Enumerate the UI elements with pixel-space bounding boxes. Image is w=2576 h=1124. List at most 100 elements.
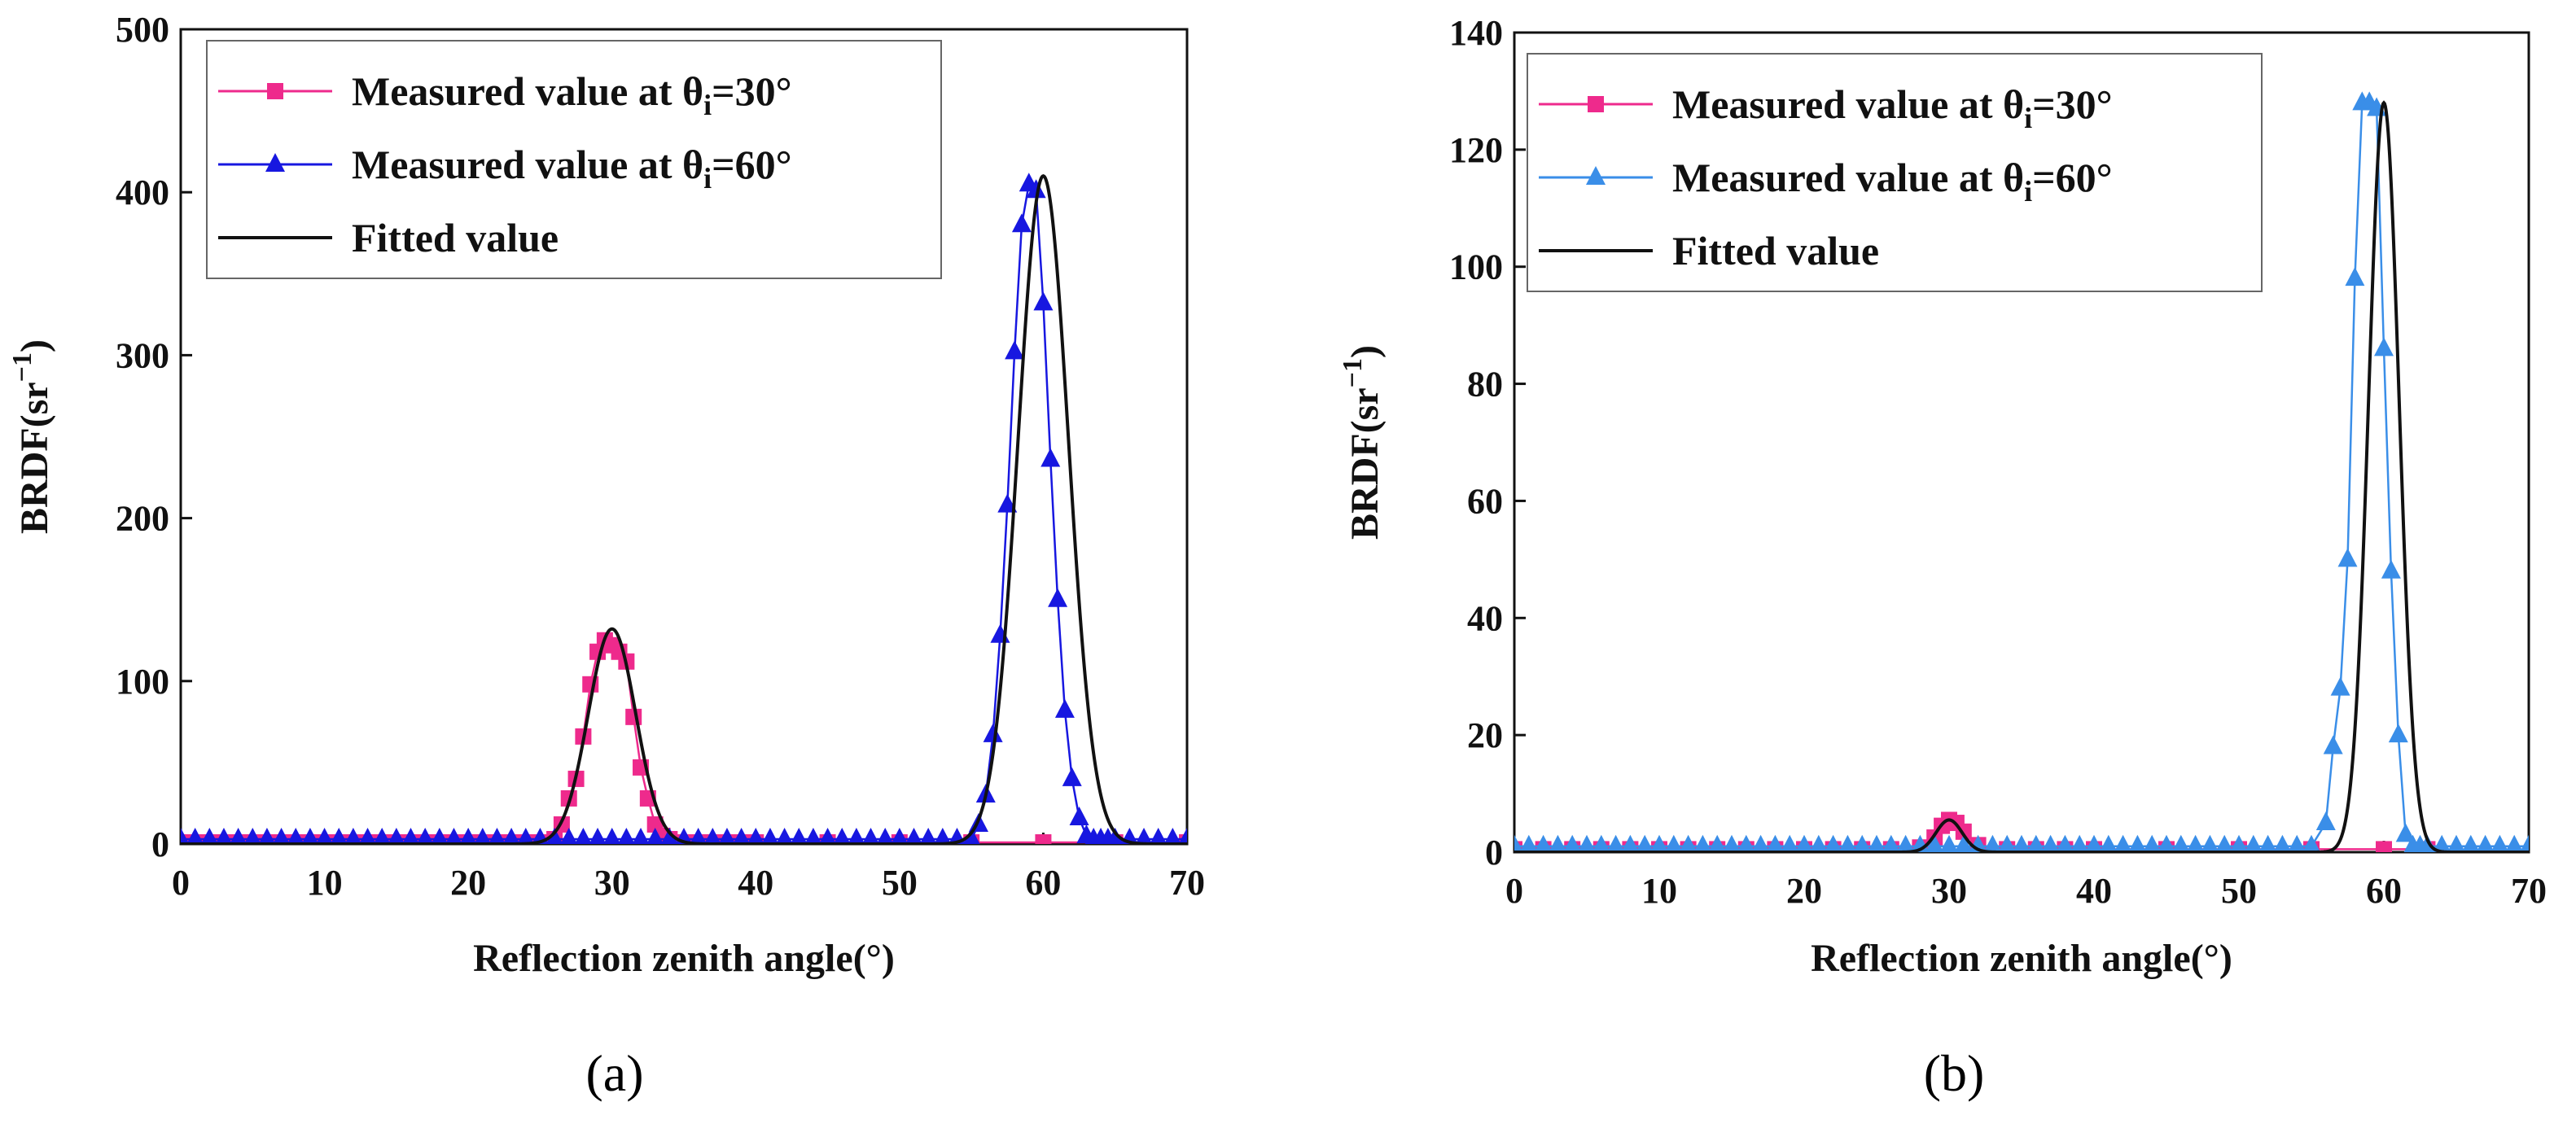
m60-point: [1809, 834, 1828, 852]
legend-label-fit: Fitted value: [352, 215, 559, 260]
m60-point: [1033, 291, 1054, 311]
m60-point: [1054, 698, 1075, 718]
m60-point: [1040, 448, 1061, 467]
m60-point: [589, 827, 607, 844]
m60-point: [402, 827, 419, 844]
m60-point: [1150, 827, 1168, 844]
x-tick-label: 50: [2221, 871, 2257, 911]
m60-point: [603, 827, 621, 844]
m60-point: [1781, 834, 1799, 852]
y-tick-label: 0: [151, 824, 169, 864]
m60-point: [1163, 827, 1181, 844]
m60-point: [2345, 267, 2365, 286]
m60-point: [2302, 834, 2321, 852]
x-tick-label: 70: [1169, 863, 1205, 903]
m60-point: [273, 827, 291, 844]
m60-point: [344, 827, 362, 844]
y-tick-label: 100: [1449, 247, 1503, 287]
m60-point: [431, 827, 449, 844]
y-tick-label: 200: [116, 499, 169, 539]
m60-point: [1514, 834, 1524, 852]
series-fit: [1514, 100, 2529, 852]
m60-point: [388, 827, 405, 844]
m60-point: [1135, 827, 1153, 844]
m60-point: [962, 827, 980, 844]
m60-point: [1563, 834, 1582, 852]
x-tick-label: 30: [1931, 871, 1967, 911]
m60-point: [617, 827, 635, 844]
m60-point: [2157, 834, 2176, 852]
legend-marker-m60: [265, 153, 285, 172]
m30-point: [2376, 841, 2392, 852]
y-tick-label: 300: [116, 335, 169, 375]
m60-point: [316, 827, 334, 844]
legend-label-m30: Measured value at θi=30°: [352, 68, 792, 121]
m60-point: [1621, 834, 1640, 852]
y-tick-label: 40: [1467, 598, 1503, 638]
m60-point: [919, 827, 937, 844]
m60-point: [718, 827, 736, 844]
m60-point: [2433, 834, 2451, 852]
legend-marker-m60: [1586, 166, 1606, 185]
m60-line: [181, 182, 1187, 841]
chart-a: 0 10 20 30 40 50 60 70 0 100 200 300 400 500 Reflectio…: [7, 10, 1205, 1102]
m60-point: [416, 827, 434, 844]
m60-point: [2143, 834, 2162, 852]
m60-point: [703, 827, 721, 844]
m30-line: [181, 638, 1187, 844]
m60-point: [1693, 834, 1712, 852]
m60-point: [1983, 834, 2002, 852]
m60-point: [632, 827, 650, 844]
x-axis-title: Reflection zenith angle(°): [1811, 937, 2232, 980]
series-fit: [181, 174, 1187, 844]
m60-point: [215, 827, 233, 844]
m60-point: [287, 827, 304, 844]
y-axis-title: BRDF(sr−1): [7, 339, 56, 534]
m60-point: [848, 827, 865, 844]
m60-point: [1708, 834, 1727, 852]
m60-point: [1534, 834, 1553, 852]
m60-point: [2447, 834, 2466, 852]
m60-point: [2099, 834, 2118, 852]
m60-point: [2381, 559, 2401, 579]
m60-point: [1592, 834, 1610, 852]
m60-point: [2229, 834, 2249, 852]
m60-point: [2026, 834, 2045, 852]
x-tick-label: 20: [1786, 871, 1822, 911]
m60-point: [1664, 834, 1683, 852]
series-m60: [181, 173, 1187, 844]
m60-point: [905, 827, 922, 844]
m60-point: [574, 827, 592, 844]
m60-point: [1606, 834, 1625, 852]
m60-point: [359, 827, 376, 844]
m60-point: [1062, 767, 1082, 786]
m60-point: [1954, 834, 1973, 852]
m60-point: [243, 827, 261, 844]
legend-label-m60: Measured value at θi=60°: [1672, 155, 2113, 208]
m60-point: [445, 827, 462, 844]
m60-point: [1867, 834, 1886, 852]
m30-point: [625, 708, 642, 725]
m60-point: [2288, 834, 2307, 852]
m60-point: [833, 827, 851, 844]
m60-point: [1679, 834, 1698, 852]
legend: Measured value at θi=30° Measured value a…: [206, 40, 942, 279]
m60-point: [733, 827, 751, 844]
y-tick-label: 140: [1449, 13, 1503, 53]
m60-point: [1751, 834, 1770, 852]
m60-point: [1026, 179, 1046, 199]
x-tick-label: 20: [450, 863, 486, 903]
m60-point: [1178, 827, 1187, 844]
m60-point: [2519, 834, 2529, 852]
subfigure-caption: (a): [585, 1044, 643, 1102]
m60-point: [862, 827, 879, 844]
m60-point: [2374, 337, 2394, 356]
m60-point: [1794, 834, 1814, 852]
m60-point: [1519, 834, 1538, 852]
legend-marker-m30: [267, 83, 283, 99]
m60-point: [1939, 834, 1959, 852]
m60-point: [2084, 834, 2104, 852]
y-tick-label: 80: [1467, 365, 1503, 405]
m60-point: [2186, 834, 2205, 852]
m60-point: [1838, 834, 1857, 852]
